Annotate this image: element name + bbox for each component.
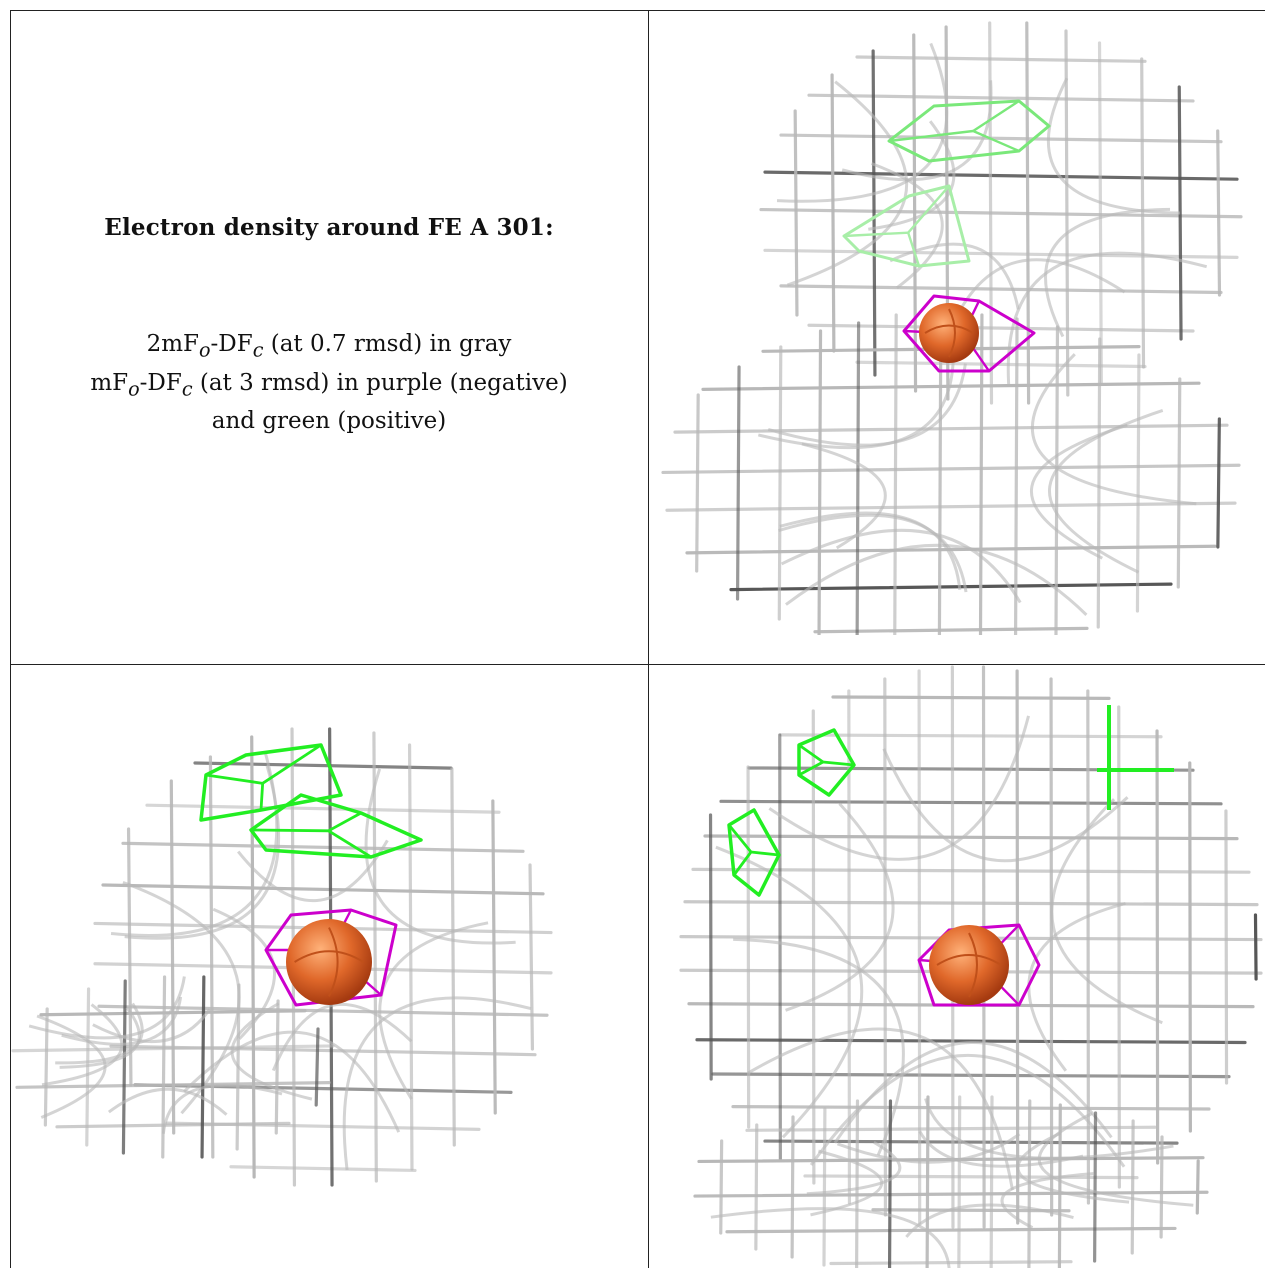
positive-density-lower: [249, 793, 423, 859]
positive-density-upper: [199, 743, 343, 822]
gray-mesh-upper: [759, 21, 1243, 405]
density-panel-top-right: [649, 11, 1265, 635]
caption-line1-a: 2mF: [146, 331, 199, 357]
caption-line1-sub-c: c: [252, 338, 264, 362]
fe-atom-bottom-right: [929, 925, 1009, 1005]
positive-density-left: [727, 808, 781, 897]
caption-line-green: and green (positive): [211, 408, 447, 435]
frame-top-border: [10, 10, 1265, 11]
caption-line1-b: -DF: [210, 331, 253, 357]
caption-title: Electron density around FE A 301:: [104, 214, 554, 241]
gray-mesh-bottom: [693, 1095, 1209, 1268]
caption-line1-c: (at 0.7 rmsd) in gray: [263, 331, 512, 357]
caption-line2-a: mF: [90, 369, 129, 396]
density-panel-bottom-left: [11, 665, 631, 1265]
caption-line-2mfo: 2mFo-DFc (at 0.7 rmsd) in gray: [10, 328, 648, 367]
caption-line-mfo: mFo-DFc (at 3 rmsd) in purple (negative): [10, 367, 648, 406]
frame-center-divider: [648, 10, 649, 1268]
caption-line1-sub-o: o: [198, 338, 211, 362]
fe-atom-bottom-left: [286, 919, 372, 1005]
gray-mesh-ring: [93, 727, 553, 1187]
density-view-bottom-right: [679, 665, 1263, 1268]
density-view-bottom-left: [11, 727, 553, 1187]
density-view-top-right: [661, 21, 1243, 635]
caption-line2-b: -DF: [139, 369, 182, 396]
caption-body: 2mFo-DFc (at 0.7 rmsd) in gray mFo-DFc (…: [10, 328, 648, 437]
fe-atom-top-right: [919, 303, 979, 363]
positive-density-upper: [797, 728, 856, 797]
caption-line2-sub-c: c: [181, 377, 193, 401]
gray-mesh-tail: [11, 975, 335, 1159]
caption-line2-sub-o: o: [128, 377, 140, 401]
frame-left-border: [10, 10, 11, 1268]
frame-middle-divider: [10, 664, 1265, 665]
caption-line2-c: (at 3 rmsd) in purple (negative): [192, 369, 568, 396]
positive-density-cross: [1097, 705, 1174, 810]
positive-density-middle: [842, 184, 971, 268]
density-panel-bottom-right: [649, 665, 1265, 1268]
positive-density-upper: [887, 99, 1051, 163]
caption-cell: Electron density around FE A 301: 2mFo-D…: [10, 10, 648, 665]
gray-mesh-lower: [661, 313, 1241, 635]
